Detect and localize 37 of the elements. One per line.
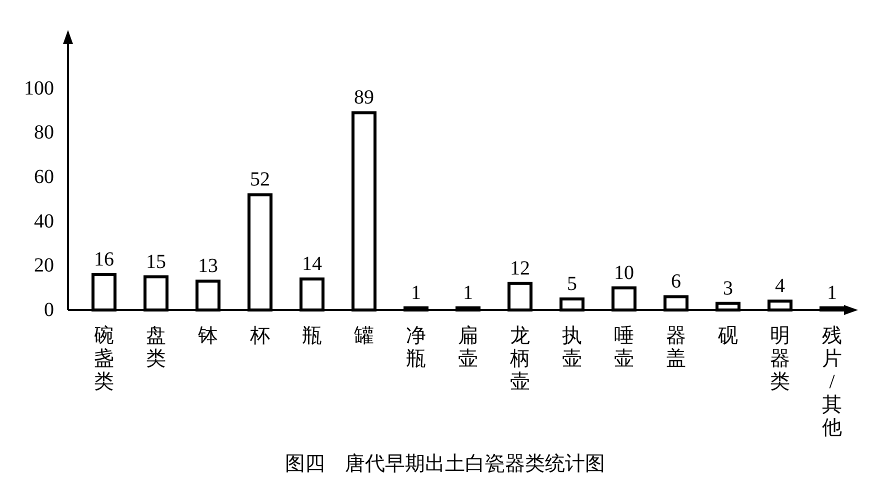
x-tick-label: 扁壶 (458, 325, 478, 370)
y-tick-label: 100 (24, 77, 54, 100)
x-tick-label: 执壶 (562, 325, 582, 370)
y-tick-label: 60 (34, 166, 54, 188)
data-label: 1 (827, 282, 837, 304)
data-label: 52 (250, 168, 270, 191)
text: 图四 唐代早期出土白瓷器类统计图 (285, 453, 605, 475)
data-label: 3 (723, 277, 733, 300)
y-tick-label: 20 (34, 254, 54, 277)
y-tick-label: 40 (34, 210, 54, 232)
data-label: 5 (567, 272, 577, 295)
data-label: 16 (94, 248, 114, 271)
x-tick-label: 杯 (249, 325, 270, 347)
x-tick-label: 残片/其他 (822, 325, 842, 439)
data-label: 4 (775, 275, 785, 298)
y-tick-label: 80 (34, 122, 54, 144)
x-tick-label: 明器类 (770, 325, 790, 393)
data-label: 13 (198, 255, 218, 278)
data-label: 1 (411, 282, 421, 304)
x-tick-label: 净瓶 (406, 325, 426, 370)
x-tick-label: 砚 (717, 325, 738, 347)
x-tick-label: 瓶 (302, 325, 322, 347)
data-label: 12 (510, 257, 530, 280)
data-label: 14 (302, 252, 322, 275)
data-label: 1 (463, 282, 473, 304)
data-label: 10 (614, 262, 634, 284)
x-tick-label: 罐 (354, 325, 374, 347)
x-tick-label: 钵 (197, 325, 218, 347)
data-label: 89 (354, 86, 374, 109)
x-tick-label: 唾壶 (614, 325, 634, 370)
x-tick-label: 碗盏类 (94, 325, 114, 393)
data-label: 15 (146, 250, 166, 273)
x-tick-label: 龙柄壶 (509, 325, 530, 393)
y-tick-label: 0 (44, 299, 54, 321)
data-label: 6 (671, 270, 681, 293)
x-tick-label: 盘类 (146, 325, 166, 370)
x-tick-label: 器盖 (666, 325, 686, 370)
